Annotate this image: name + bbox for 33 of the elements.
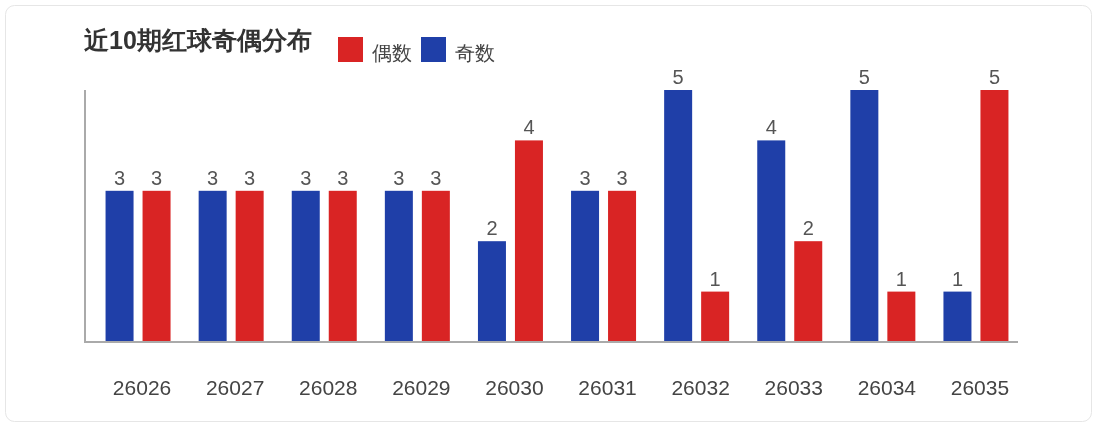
data-label: 3	[337, 166, 349, 189]
x-tick-label: 26030	[485, 376, 544, 399]
data-label: 3	[207, 166, 219, 189]
data-label: 5	[858, 66, 870, 88]
x-tick-label: 26029	[392, 376, 451, 399]
data-label: 1	[895, 267, 907, 290]
x-tick-label: 26035	[950, 376, 1010, 399]
x-tick-label: 26026	[112, 376, 172, 399]
data-label: 2	[486, 217, 498, 240]
data-label: 1	[951, 267, 964, 290]
data-label: 3	[393, 166, 405, 189]
data-label: 4	[765, 116, 777, 139]
data-label: 5	[988, 66, 1001, 88]
legend-label: 偶数	[372, 42, 412, 64]
data-label: 3	[300, 166, 312, 189]
data-label: 3	[244, 166, 256, 189]
x-tick-label: 26027	[205, 376, 265, 399]
x-tick-label: 26032	[671, 376, 730, 399]
x-tick-label: 26028	[299, 376, 358, 399]
x-tick-label: 26031	[578, 376, 637, 399]
data-label: 3	[113, 166, 126, 189]
data-label: 1	[709, 267, 721, 290]
data-label: 3	[579, 166, 591, 189]
data-label: 3	[150, 166, 163, 189]
data-label: 4	[523, 116, 535, 139]
data-label: 3	[430, 166, 442, 189]
chart-title: 近10期红球奇偶分布	[84, 26, 312, 54]
data-label: 3	[616, 166, 628, 189]
x-tick-label: 26033	[764, 376, 823, 399]
data-label: 2	[802, 217, 814, 240]
legend-label: 奇数	[455, 42, 495, 64]
data-label: 5	[672, 66, 684, 88]
x-tick-label: 26034	[857, 376, 917, 399]
